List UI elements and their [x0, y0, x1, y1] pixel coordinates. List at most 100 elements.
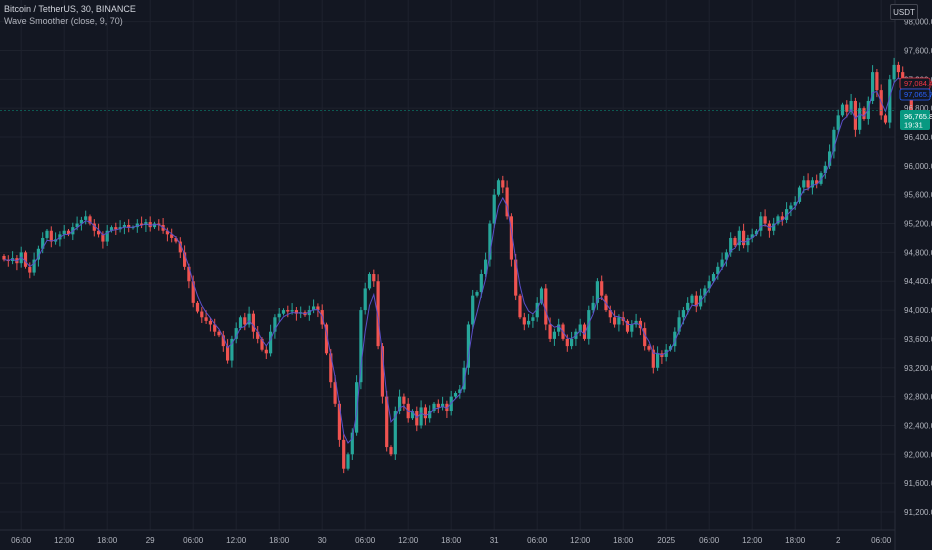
candle-body — [398, 396, 402, 412]
candle-body — [380, 346, 384, 397]
candle-body — [638, 320, 642, 329]
candle-body — [213, 324, 217, 332]
candle-body — [32, 259, 36, 273]
indicator-legend[interactable]: Wave Smoother (close, 9, 70) — [4, 16, 123, 26]
candle-body — [337, 403, 341, 440]
candle-body — [797, 187, 802, 202]
candle-body — [840, 104, 845, 116]
time-tick-label: 06:00 — [699, 536, 720, 545]
candle-body — [350, 432, 354, 455]
candle-body — [36, 248, 40, 260]
candle-body — [385, 396, 389, 448]
time-tick-label: 06:00 — [871, 536, 892, 545]
candle-body — [2, 255, 6, 260]
price-tick-label: 97,600.00 — [904, 46, 932, 55]
candle-body — [230, 338, 234, 361]
time-tick-label: 06:00 — [11, 536, 32, 545]
candle-body — [552, 331, 556, 339]
candle-body — [221, 335, 225, 347]
candle-body — [393, 411, 397, 455]
candle-body — [845, 104, 849, 112]
candle-body — [92, 223, 96, 231]
candle-body — [238, 317, 243, 329]
candle-body — [668, 346, 673, 350]
candle-body — [492, 194, 496, 224]
candle-body — [200, 311, 204, 318]
candle-body — [475, 292, 479, 296]
price-tick-label: 96,000.00 — [904, 162, 932, 171]
candle-body — [122, 224, 126, 228]
countdown-label: 19:31 — [904, 121, 923, 130]
price-tick-label: 92,400.00 — [904, 421, 932, 430]
candle-body — [707, 281, 711, 289]
price-tick-label: 94,000.00 — [904, 306, 932, 315]
candle-body — [286, 310, 290, 312]
candle-body — [466, 324, 470, 368]
candle-body — [608, 310, 612, 318]
price-axis[interactable]: 98,000.0097,600.0097,200.0096,800.0096,4… — [904, 18, 932, 517]
candle-body — [372, 274, 376, 282]
candle-body — [896, 64, 900, 73]
candle-body — [595, 281, 599, 303]
candle-body — [256, 331, 260, 339]
candle-body — [471, 295, 475, 325]
candle-body — [97, 230, 101, 235]
candle-body — [441, 403, 445, 408]
candle-body — [888, 79, 892, 123]
time-axis[interactable]: 06:00 12:00 18:00 29 06:00 12:00 18:00 30 06:00 1… — [11, 536, 892, 545]
candle-body — [105, 230, 109, 242]
candle-body — [84, 216, 88, 220]
time-tick-label: 18:00 — [441, 536, 462, 545]
candle-body — [260, 338, 264, 350]
candle-body — [496, 180, 501, 195]
candle-body — [514, 259, 518, 296]
symbol-title[interactable]: Bitcoin / TetherUS, 30, BINANCE — [4, 4, 136, 14]
candle-body — [630, 324, 634, 332]
candle-body — [806, 180, 810, 188]
price-tick-label: 93,200.00 — [904, 364, 932, 373]
candle-body — [677, 317, 681, 332]
time-tick-label: 06:00 — [355, 536, 376, 545]
candle-body — [651, 349, 655, 368]
candle-body — [290, 310, 294, 312]
candle-body — [690, 295, 694, 303]
candle-body — [793, 201, 797, 206]
candle-body — [729, 237, 733, 253]
wave-smoother-line — [3, 77, 912, 444]
price-tick-label: 92,000.00 — [904, 450, 932, 459]
candle-body — [187, 266, 191, 282]
candle-body — [694, 295, 698, 307]
candle-body — [823, 165, 827, 174]
time-tick-label: 12:00 — [398, 536, 419, 545]
candle-body — [88, 216, 92, 224]
candle-body — [789, 205, 793, 210]
candle-body — [333, 382, 337, 404]
candle-body — [772, 223, 776, 231]
candle-body — [656, 353, 660, 368]
price-labels: 97,084.41 97,065.79 96,765.82 19:31 — [899, 77, 932, 130]
candle-body — [243, 317, 247, 325]
candle-body — [570, 338, 574, 347]
candle-body — [849, 100, 853, 112]
candle-body — [802, 180, 806, 188]
time-tick-label: 06:00 — [183, 536, 204, 545]
price-tick-label: 94,800.00 — [904, 248, 932, 257]
candle-body — [410, 411, 415, 419]
candle-body — [324, 324, 329, 354]
candle-body — [316, 306, 320, 311]
candle-body — [264, 349, 268, 354]
currency-button[interactable]: USDT — [890, 4, 918, 20]
candle-body — [251, 313, 255, 332]
time-tick-label: 30 — [318, 536, 327, 545]
candle-body — [363, 288, 367, 311]
price-tick-label: 95,600.00 — [904, 191, 932, 200]
candle-body — [342, 439, 346, 469]
candle-body — [750, 234, 754, 238]
candle-body — [810, 180, 814, 188]
price-tick-label: 96,800.00 — [904, 104, 932, 113]
current-price-label: 96,765.82 — [904, 112, 932, 121]
time-tick-label: 18:00 — [613, 536, 634, 545]
candle-body — [522, 317, 526, 325]
candle-body — [892, 64, 896, 80]
